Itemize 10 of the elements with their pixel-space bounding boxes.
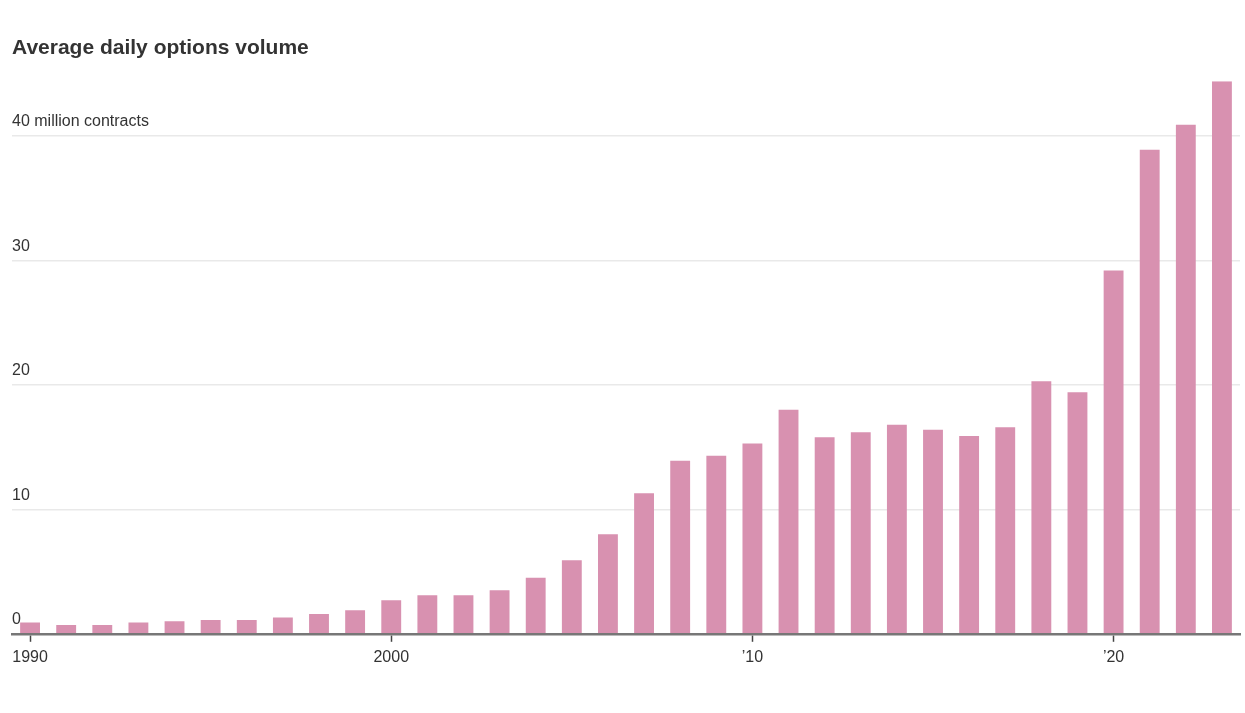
x-tick-label: ’20 xyxy=(1102,647,1125,665)
y-tick-label: 0 xyxy=(12,610,21,628)
y-tick-label: 30 xyxy=(12,236,30,254)
chart-title: Average daily options volume xyxy=(12,35,309,59)
y-tick-label: 20 xyxy=(12,361,30,379)
x-tick-label: 2000 xyxy=(373,647,410,665)
x-tick-label: 1990 xyxy=(12,647,48,665)
y-tick-label: 40 million contracts xyxy=(12,112,149,130)
x-tick-label: ’10 xyxy=(741,647,764,665)
y-tick-label: 10 xyxy=(12,485,30,503)
